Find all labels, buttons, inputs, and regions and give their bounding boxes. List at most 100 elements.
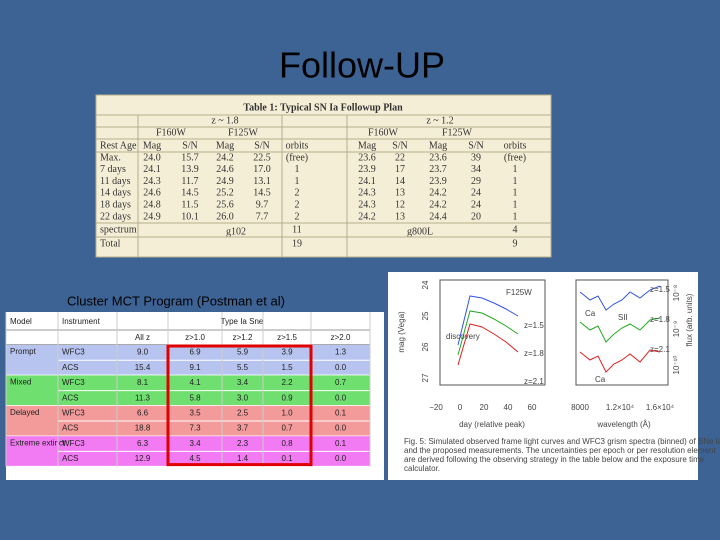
cell: 22 days [100,211,131,222]
cell: 12 [395,199,405,210]
cell: 1 [513,164,518,175]
cell: 24.9 [216,176,234,187]
cell: 4.5 [189,454,201,463]
column-header: Mag [216,140,234,151]
cell: 7.3 [189,424,201,433]
cell: 24.3 [358,188,376,199]
cell: 23.6 [358,152,376,163]
figure-caption: are derived following the observing stra… [404,455,705,464]
cell: 24.0 [143,152,161,163]
highlight-box [166,344,313,467]
instrument: WFC3 [62,439,85,448]
y-tick-label: 25 [421,311,430,320]
cell: Total [100,238,121,249]
cell: 24.8 [143,199,161,210]
cell: 24.4 [429,211,447,222]
cell: 14 [395,176,405,187]
line-label: Ca [595,375,606,384]
cell: 24.2 [216,152,234,163]
cell: 24 [471,188,481,199]
cell: 23.9 [358,164,376,175]
cell: 1.4 [237,454,249,463]
cell: 24.6 [143,188,161,199]
instrument: ACS [62,363,78,372]
caption: Cluster MCT Program (Postman et al) [67,293,285,308]
x-axis-label: wavelength (Å) [596,420,651,429]
redshift-label: z=1.5 [650,285,670,294]
cell: 0.1 [335,409,347,418]
cell: 0.7 [335,378,347,387]
column-header: Mag [429,140,447,151]
instrument: WFC3 [62,409,85,418]
cell: g102 [226,226,246,237]
cell: 24.2 [358,211,376,222]
redshift-label: z=2.1 [650,345,670,354]
line-label: Ca [585,309,596,318]
x-tick-label: 1.2×10⁴ [606,403,635,412]
cell: 24.6 [216,164,234,175]
annotation: discovery [446,332,480,341]
y-tick-label: 27 [421,373,430,382]
cell: 5.8 [189,393,201,402]
cell: 8.1 [137,378,149,387]
column-header: Instrument [62,317,101,326]
column-header: S/N [392,140,408,151]
cell: 24.9 [143,211,161,222]
spectrum-curve [579,285,661,311]
x-tick-label: 0 [458,403,463,412]
column-header: Rest Age [100,140,137,151]
cell: 0.8 [281,439,293,448]
figure-caption: and the proposed measurements. The uncer… [404,446,716,455]
cell: 2.2 [281,378,293,387]
cell: 12.9 [135,454,151,463]
cell: g800L [407,226,433,237]
figure-caption: calculator. [404,464,440,473]
x-tick-label: 20 [480,403,489,412]
redshift-header: z ~ 1.8 [211,115,238,126]
cell: 20 [471,211,481,222]
cell: 24.2 [429,199,447,210]
cell: 24.2 [429,188,447,199]
cell: (free) [504,152,526,163]
cell: 0.0 [335,454,347,463]
cell: 26.0 [216,211,234,222]
redshift-header: z ~ 1.2 [426,115,453,126]
light-curve [457,310,519,356]
column-header: Mag [143,140,161,151]
redshift-label: z=1.8 [650,315,670,324]
cell: 6.6 [137,409,149,418]
cell: 0.0 [335,363,347,372]
cell: 14.5 [181,188,199,199]
cell: 11 [292,224,302,235]
redshift-label: z=1.5 [524,321,544,330]
followup-table: Table 1: Typical SN Ia Followup Plan z ~ … [95,94,552,258]
subcolumn-header: All z [135,333,150,342]
cell: 14 days [100,188,131,199]
table-title: Table 1: Typical SN Ia Followup Plan [243,102,403,113]
instrument: ACS [62,393,78,402]
mct-table: Model Instrument Type Ia Sne All z z>1.0 z>1.… [5,312,384,480]
plot-label: F125W [506,288,532,297]
cell: 2 [295,211,300,222]
subcolumn-header: z>1.5 [277,333,297,342]
cell: 18 days [100,199,131,210]
cell: 24.3 [358,199,376,210]
cell: 11.7 [181,176,198,187]
model-name: Extreme extinct [10,438,66,447]
cell: 1 [295,176,300,187]
y-tick-label: 10⁻⁹ [672,321,681,338]
x-tick-label: −20 [429,403,443,412]
cell: 2 [295,188,300,199]
cell: 19 [292,238,302,249]
cell: 2.3 [237,439,249,448]
cell: 17.0 [253,164,271,175]
figure: mag (Vega) day (relative peak) 24 25 26 27 −20… [388,272,720,480]
y-axis-label: flux (arb. units) [685,293,694,346]
left-plot-frame [439,279,546,386]
cell: 2.5 [237,409,249,418]
cell: 13 [395,188,405,199]
column-header: orbits [286,140,309,151]
cell: 1 [513,188,518,199]
table-background [95,94,552,258]
